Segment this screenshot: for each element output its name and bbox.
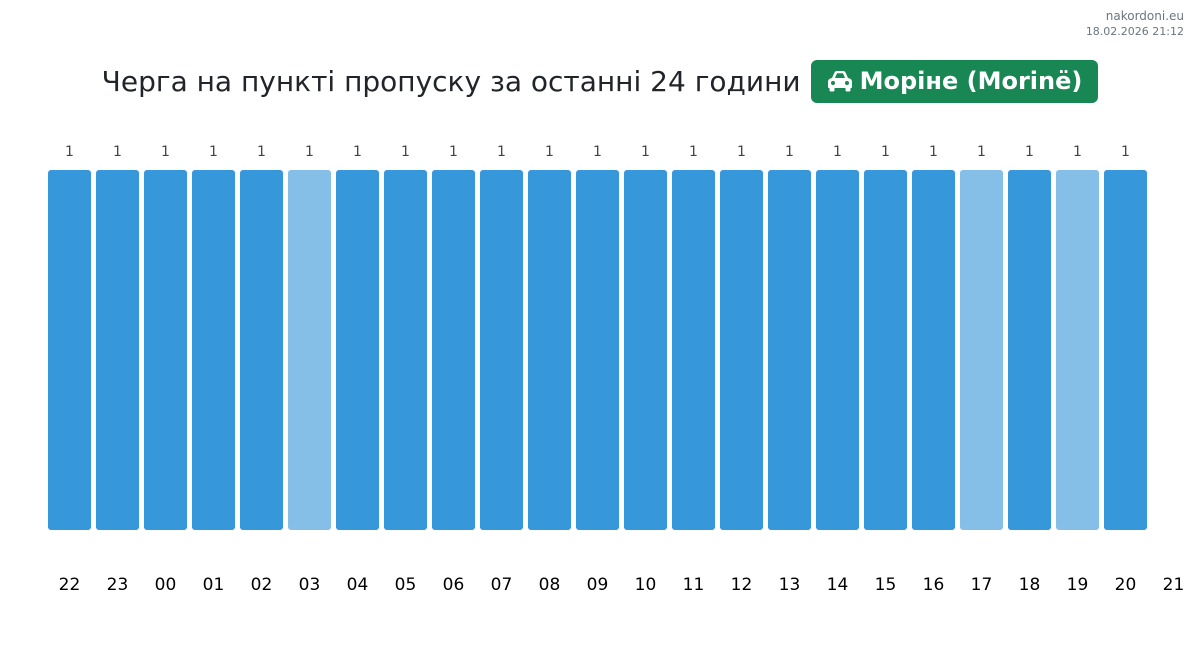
bar-04 bbox=[336, 170, 379, 530]
bar-13 bbox=[768, 170, 811, 530]
hour-label-16: 16 bbox=[923, 575, 945, 595]
value-label-17: 1 bbox=[977, 144, 986, 160]
value-label-07: 1 bbox=[497, 144, 506, 160]
bar-03 bbox=[288, 170, 331, 530]
hour-label-20: 20 bbox=[1115, 575, 1137, 595]
hour-label-21: 21 bbox=[1163, 575, 1185, 595]
hour-label-05: 05 bbox=[395, 575, 417, 595]
value-label-09: 1 bbox=[593, 144, 602, 160]
bar-22 bbox=[48, 170, 91, 530]
value-label-18: 1 bbox=[1025, 144, 1034, 160]
value-label-03: 1 bbox=[305, 144, 314, 160]
bar-01 bbox=[192, 170, 235, 530]
hour-label-02: 02 bbox=[251, 575, 273, 595]
hour-label-13: 13 bbox=[779, 575, 801, 595]
value-label-08: 1 bbox=[545, 144, 554, 160]
bar-17 bbox=[960, 170, 1003, 530]
value-label-04: 1 bbox=[353, 144, 362, 160]
value-label-11: 1 bbox=[689, 144, 698, 160]
hour-label-04: 04 bbox=[347, 575, 369, 595]
value-label-20: 1 bbox=[1121, 144, 1130, 160]
value-label-05: 1 bbox=[401, 144, 410, 160]
bar-23 bbox=[96, 170, 139, 530]
hour-label-07: 07 bbox=[491, 575, 513, 595]
value-label-12: 1 bbox=[737, 144, 746, 160]
bar-12 bbox=[720, 170, 763, 530]
bar-07 bbox=[480, 170, 523, 530]
bar-11 bbox=[672, 170, 715, 530]
value-label-06: 1 bbox=[449, 144, 458, 160]
hour-label-15: 15 bbox=[875, 575, 897, 595]
value-label-19: 1 bbox=[1073, 144, 1082, 160]
value-label-14: 1 bbox=[833, 144, 842, 160]
hour-label-00: 00 bbox=[155, 575, 177, 595]
hour-label-03: 03 bbox=[299, 575, 321, 595]
bar-00 bbox=[144, 170, 187, 530]
hour-label-19: 19 bbox=[1067, 575, 1089, 595]
bar-08 bbox=[528, 170, 571, 530]
bar-02 bbox=[240, 170, 283, 530]
hour-label-10: 10 bbox=[635, 575, 657, 595]
bar-10 bbox=[624, 170, 667, 530]
hour-label-06: 06 bbox=[443, 575, 465, 595]
hour-label-12: 12 bbox=[731, 575, 753, 595]
value-label-22: 1 bbox=[65, 144, 74, 160]
bar-06 bbox=[432, 170, 475, 530]
value-label-02: 1 bbox=[257, 144, 266, 160]
value-label-10: 1 bbox=[641, 144, 650, 160]
value-label-15: 1 bbox=[881, 144, 890, 160]
hour-label-17: 17 bbox=[971, 575, 993, 595]
bar-18 bbox=[1008, 170, 1051, 530]
hour-label-22: 22 bbox=[59, 575, 81, 595]
value-label-01: 1 bbox=[209, 144, 218, 160]
bar-19 bbox=[1056, 170, 1099, 530]
bar-09 bbox=[576, 170, 619, 530]
value-label-13: 1 bbox=[785, 144, 794, 160]
hour-label-18: 18 bbox=[1019, 575, 1041, 595]
hour-label-23: 23 bbox=[107, 575, 129, 595]
bar-14 bbox=[816, 170, 859, 530]
hour-label-14: 14 bbox=[827, 575, 849, 595]
bar-05 bbox=[384, 170, 427, 530]
hour-label-09: 09 bbox=[587, 575, 609, 595]
value-label-16: 1 bbox=[929, 144, 938, 160]
bar-16 bbox=[912, 170, 955, 530]
hour-label-11: 11 bbox=[683, 575, 705, 595]
bar-15 bbox=[864, 170, 907, 530]
value-label-00: 1 bbox=[161, 144, 170, 160]
hour-label-08: 08 bbox=[539, 575, 561, 595]
value-label-23: 1 bbox=[113, 144, 122, 160]
bar-20 bbox=[1104, 170, 1147, 530]
hour-label-01: 01 bbox=[203, 575, 225, 595]
